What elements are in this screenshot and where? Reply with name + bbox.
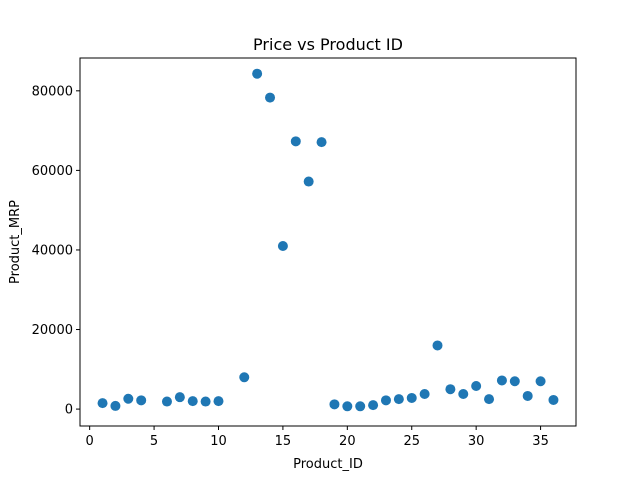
data-point: [277, 240, 288, 251]
y-tick-label: 40000: [32, 243, 73, 258]
data-point: [303, 176, 314, 187]
data-point: [368, 400, 379, 411]
data-point: [445, 384, 456, 395]
y-tick-label: 80000: [32, 84, 73, 99]
y-tick-label: 20000: [32, 323, 73, 338]
data-point: [432, 340, 443, 351]
x-tick-label: 30: [468, 434, 485, 449]
data-point: [239, 372, 250, 383]
data-point: [406, 392, 417, 403]
x-tick-label: 25: [403, 434, 420, 449]
data-point: [380, 395, 391, 406]
data-point: [200, 396, 211, 407]
data-point: [97, 398, 108, 409]
x-tick-label: 15: [275, 434, 292, 449]
data-point: [123, 393, 134, 404]
x-tick-label: 10: [210, 434, 227, 449]
data-point: [187, 396, 198, 407]
data-point: [290, 136, 301, 147]
data-point: [213, 396, 224, 407]
data-point: [110, 400, 121, 411]
y-tick-label: 60000: [32, 164, 73, 179]
data-point: [484, 394, 495, 405]
data-point: [316, 137, 327, 148]
y-axis-label: Product_MRP: [8, 200, 23, 284]
data-point: [535, 376, 546, 387]
axis-ticks: 0 5 10 15 20 25 30 35 0 20000 40000 60000 80000: [32, 84, 549, 449]
data-point: [342, 401, 353, 412]
x-tick-label: 0: [86, 434, 94, 449]
plot-frame: [79, 57, 577, 427]
data-point: [355, 401, 366, 412]
data-point: [458, 388, 469, 399]
data-points: [97, 68, 559, 412]
data-point: [174, 392, 185, 403]
x-tick-label: 35: [532, 434, 549, 449]
data-point: [496, 375, 507, 386]
chart-title: Price vs Product ID: [253, 35, 403, 54]
y-tick-label: 0: [65, 403, 73, 418]
plot-area: [80, 58, 576, 426]
data-point: [522, 390, 533, 401]
data-point: [329, 399, 340, 410]
data-point: [265, 92, 276, 103]
x-tick-label: 5: [150, 434, 158, 449]
data-point: [419, 388, 430, 399]
data-point: [161, 396, 172, 407]
data-point: [509, 376, 520, 387]
data-point: [136, 395, 147, 406]
x-axis-label: Product_ID: [293, 457, 363, 472]
x-tick-label: 20: [339, 434, 356, 449]
data-point: [393, 394, 404, 405]
data-point: [471, 381, 482, 392]
data-point: [548, 394, 559, 405]
data-point: [252, 68, 263, 79]
